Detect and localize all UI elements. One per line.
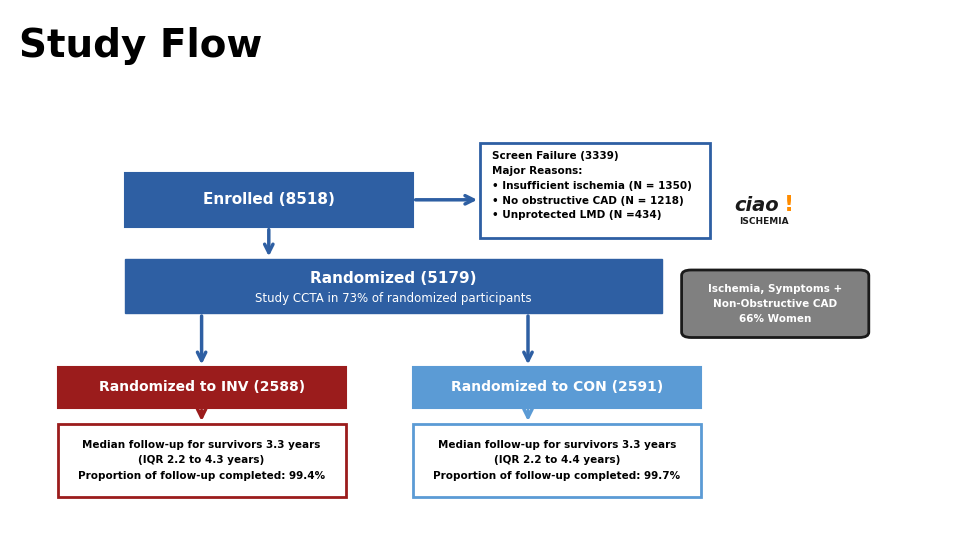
Text: Randomized to INV (2588): Randomized to INV (2588) bbox=[99, 381, 304, 394]
FancyBboxPatch shape bbox=[480, 143, 710, 238]
FancyBboxPatch shape bbox=[682, 270, 869, 338]
Text: Enrolled (8518): Enrolled (8518) bbox=[203, 192, 335, 207]
FancyBboxPatch shape bbox=[413, 367, 701, 408]
Text: Median follow-up for survivors 3.3 years
(IQR 2.2 to 4.4 years)
Proportion of fo: Median follow-up for survivors 3.3 years… bbox=[433, 440, 681, 481]
FancyBboxPatch shape bbox=[125, 259, 662, 313]
Text: ciao: ciao bbox=[734, 195, 779, 215]
FancyBboxPatch shape bbox=[58, 367, 346, 408]
Text: ISCHEMIA: ISCHEMIA bbox=[739, 217, 789, 226]
Text: !: ! bbox=[784, 195, 795, 215]
Text: Median follow-up for survivors 3.3 years
(IQR 2.2 to 4.3 years)
Proportion of fo: Median follow-up for survivors 3.3 years… bbox=[78, 440, 325, 481]
Text: Study CCTA in 73% of randomized participants: Study CCTA in 73% of randomized particip… bbox=[255, 292, 532, 305]
Text: Ischemia, Symptoms +
Non-Obstructive CAD
66% Women: Ischemia, Symptoms + Non-Obstructive CAD… bbox=[708, 284, 842, 323]
FancyBboxPatch shape bbox=[125, 173, 413, 227]
Text: Screen Failure (3339)
Major Reasons:
• Insufficient ischemia (N = 1350)
• No obs: Screen Failure (3339) Major Reasons: • I… bbox=[492, 151, 691, 220]
FancyBboxPatch shape bbox=[58, 424, 346, 497]
Text: Randomized to CON (2591): Randomized to CON (2591) bbox=[450, 381, 663, 394]
Text: Randomized (5179): Randomized (5179) bbox=[310, 271, 477, 286]
Text: Study Flow: Study Flow bbox=[19, 27, 262, 65]
FancyBboxPatch shape bbox=[413, 424, 701, 497]
